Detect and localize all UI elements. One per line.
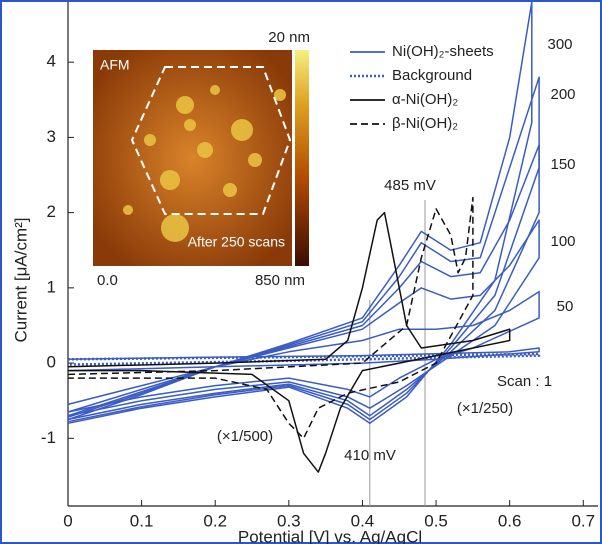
x-tick-label: 0.7: [571, 511, 595, 530]
scan-label: 150: [550, 156, 575, 173]
scan-label: 300: [547, 36, 572, 53]
curve: [67, 1, 533, 425]
curve: [67, 76, 540, 423]
legend-label: Ni(OH)₂-sheets: [392, 43, 494, 60]
curve: [67, 196, 474, 440]
scan-label: 200: [550, 86, 575, 103]
x-tick-label: 0.3: [277, 511, 301, 530]
marker-label: 485 mV: [384, 177, 436, 194]
colorbar: [295, 50, 309, 266]
y-tick-label: 3: [47, 127, 56, 146]
legend-label: β-Ni(OH)₂: [392, 115, 458, 132]
marker-label: 410 mV: [344, 447, 396, 464]
curve: [67, 211, 511, 473]
scan-label: Scan : 1: [497, 373, 552, 390]
y-tick-label: 2: [47, 202, 56, 221]
y-tick-label: 1: [47, 277, 56, 296]
curve: [67, 290, 540, 413]
x-tick-label: 0.6: [498, 511, 522, 530]
inset: AFM After 250 scans 20 nm 0.0 850 nm: [93, 29, 310, 289]
afm-grains: [123, 85, 286, 242]
plot-area: -1 0 1 2 3 4 0 0.1 0.2 0.3 0.4 0.5 0.6 0.7 485 mV 410 m…: [41, 1, 598, 530]
hexagon-outline: [130, 66, 292, 215]
inset-caption: After 250 scans: [188, 234, 285, 250]
inset-label: AFM: [100, 57, 130, 73]
y-axis-label: Current [μA/cm²]: [11, 217, 30, 342]
x-tick-label: 0.5: [424, 511, 448, 530]
x-tick-label: 0.1: [130, 511, 154, 530]
scan-label: 50: [557, 298, 574, 315]
x-tick-label: 0.4: [351, 511, 375, 530]
y-tick-label: -1: [41, 428, 56, 447]
legend-label: Background: [392, 67, 472, 84]
scale-start: 0.0: [97, 272, 118, 289]
x-tick-label: 0.2: [203, 511, 227, 530]
annotation: (×1/500): [217, 428, 273, 445]
scan-label: 100: [550, 233, 575, 250]
annotation: (×1/250): [457, 400, 513, 417]
legend-label: α-Ni(OH)₂: [392, 91, 458, 108]
colorbar-max: 20 nm: [268, 29, 310, 46]
x-axis-label: Potential [V] vs. Ag/AgCl: [238, 527, 422, 544]
y-tick-label: 4: [47, 52, 56, 71]
scale-end: 850 nm: [255, 272, 305, 289]
y-tick-label: 0: [47, 353, 56, 372]
x-tick-label: 0: [63, 511, 72, 530]
curve: [67, 352, 541, 366]
curve: [67, 219, 540, 417]
